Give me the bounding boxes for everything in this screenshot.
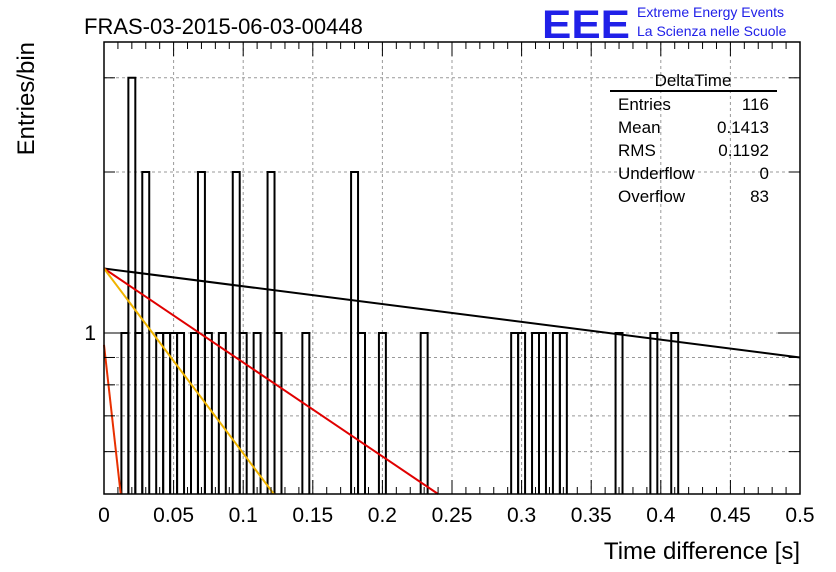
stats-underflow-label: Underflow [618,164,695,183]
histogram-bin [419,331,429,494]
logo-line2: La Scienza nelle Scuole [637,23,787,39]
x-tick-label: 0.3 [507,504,536,527]
stats-title: DeltaTime [655,71,732,90]
x-tick-label: 0.5 [785,504,814,527]
stats-underflow-value: 0 [760,164,769,183]
x-tick-label: 0.2 [368,504,397,527]
histogram-bin [517,331,527,494]
x-tick-label: 0.4 [646,504,676,527]
histogram-bin [558,331,568,494]
histogram-bin [614,331,624,494]
axis-ticks: 0 0.05 0.1 0.15 0.2 0.25 0.3 0.35 0.4 0.45 0.5 1 [84,42,815,527]
x-tick-label: 0 [98,504,110,527]
x-axis-label: Time difference [s] [604,538,800,565]
histogram-bin [273,331,283,494]
stats-mean-label: Mean [618,118,661,137]
histogram-bin [670,331,680,494]
histogram-bin [377,331,387,494]
histogram-bin [203,331,213,494]
histogram-bin [252,331,262,494]
fit-line-gold [103,267,275,495]
run-title: FRAS-03-2015-06-03-00448 [84,14,363,39]
histogram-bin [301,331,311,494]
stats-overflow-value: 83 [750,187,769,206]
x-tick-label: 0.45 [710,504,751,527]
histogram-bin [141,170,151,494]
stats-rms-label: RMS [618,141,656,160]
x-tick-label: 0.25 [432,504,473,527]
fit-line-red [103,267,439,495]
eee-logo: EEE [542,3,630,47]
y-axis-label: Entries/bin [13,42,40,155]
histogram-bin [176,331,186,494]
x-tick-label: 0.15 [292,504,333,527]
x-tick-label: 0.1 [229,504,258,527]
fit-lines [103,267,801,495]
fit-line-black [103,267,801,359]
y-tick-label: 1 [84,322,96,345]
histogram-bin [238,331,248,494]
plot-frame [103,41,801,495]
stats-box: DeltaTime Entries 116 Mean 0.1413 RMS 0.… [610,71,777,206]
stats-rms-value: 0.1192 [718,141,769,160]
histogram-bin [357,331,366,494]
stats-entries-value: 116 [742,95,769,114]
histogram-bin [217,331,227,494]
histogram-bin [538,331,547,494]
logo-line1: Extreme Energy Events [637,4,784,20]
grid [104,42,800,494]
stats-overflow-label: Overflow [618,187,686,206]
x-tick-label: 0.35 [571,504,612,527]
fit-line-orange-red [103,344,122,495]
x-tick-label: 0.05 [153,504,194,527]
stats-mean-value: 0.1413 [717,118,769,137]
histogram-bin [649,331,659,494]
stats-entries-label: Entries [618,95,671,114]
histogram-bins [120,76,680,494]
